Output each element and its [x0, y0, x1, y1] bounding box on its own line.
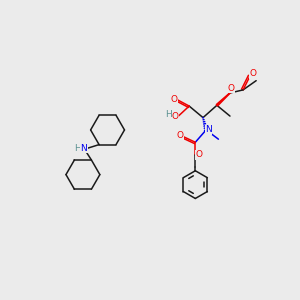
Text: N: N: [80, 144, 87, 153]
Text: O: O: [170, 94, 177, 103]
Text: O: O: [250, 69, 256, 78]
Polygon shape: [216, 93, 230, 106]
Text: O: O: [227, 84, 234, 93]
Text: O: O: [176, 131, 183, 140]
Text: N: N: [205, 125, 212, 134]
Text: O: O: [196, 150, 203, 159]
Text: H: H: [165, 110, 172, 119]
Text: H: H: [74, 144, 81, 153]
Text: O: O: [172, 112, 179, 121]
